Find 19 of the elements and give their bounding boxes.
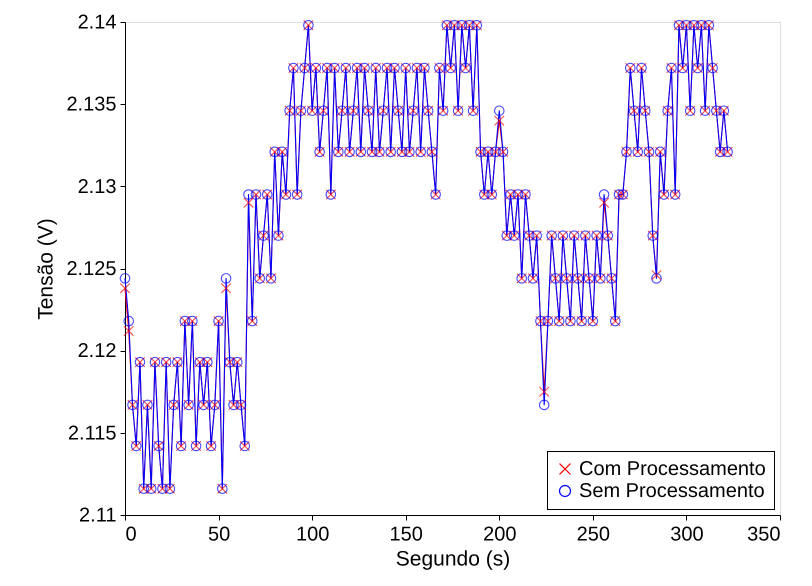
y-tick-label: 2.125 [66, 258, 116, 280]
y-tick-label: 2.14 [78, 12, 116, 34]
x-tick-label: 150 [390, 524, 423, 546]
x-tick-label: 50 [208, 524, 230, 546]
x-tick-label: 300 [670, 524, 704, 546]
y-tick-label: 2.115 [68, 422, 116, 444]
x-tick-label: 350 [747, 524, 780, 546]
y-tick-label: 2.135 [66, 94, 116, 116]
legend-label: Com Processamento [579, 458, 766, 480]
y-tick-label: 2.11 [79, 504, 116, 526]
x-tick-label: 200 [483, 524, 516, 546]
x-tick-label: 100 [296, 524, 330, 546]
x-axis-title: Segundo (s) [396, 548, 510, 570]
y-axis-title: Tensão (V) [34, 218, 58, 320]
y-tick-label: 2.12 [78, 340, 116, 362]
y-tick-label: 2.13 [78, 176, 116, 198]
x-tick-label: 250 [576, 524, 610, 546]
x-tick-label: 0 [126, 524, 137, 546]
legend-label: Sem Processamento [579, 480, 765, 502]
